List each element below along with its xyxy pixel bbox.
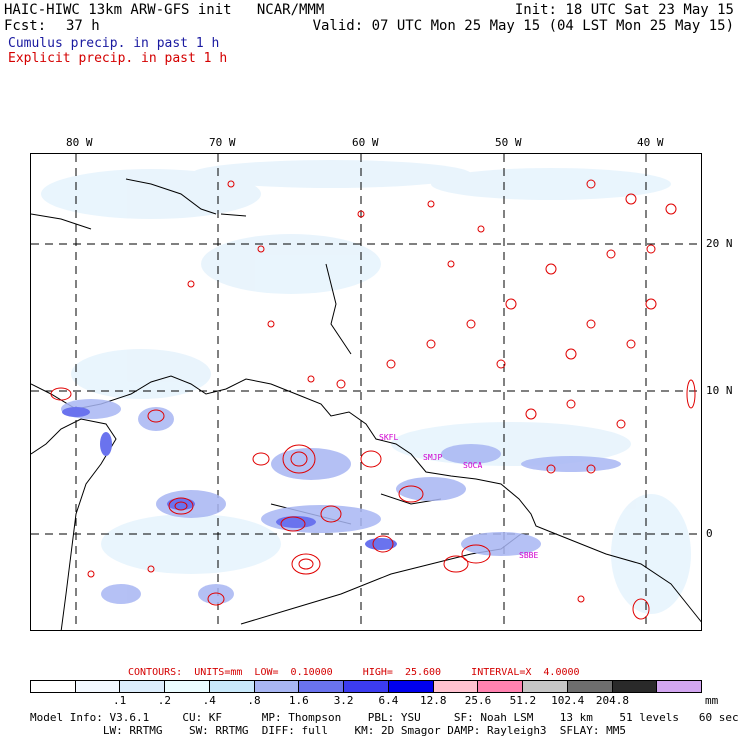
colorbar-segment xyxy=(344,681,389,692)
colorbar-tick-label: .1 xyxy=(113,694,127,707)
scattered-red-cells xyxy=(87,179,677,603)
colorbar-segment xyxy=(478,681,524,692)
colorbar-tick-label: 12.8 xyxy=(420,694,447,707)
colorbar-segment xyxy=(567,681,613,692)
colorbar-tick-label: 204.8 xyxy=(595,694,630,707)
colorbar-segment xyxy=(209,681,255,692)
model-info-line2: LW: RRTMG SW: RRTMG DIFF: full KM: 2D Sm… xyxy=(30,724,627,737)
colorbar-tick-label: 3.2 xyxy=(333,694,354,707)
station-skfl: SKFL xyxy=(379,433,399,442)
lon-label-70w: 70 W xyxy=(209,136,236,149)
colorbar-segment xyxy=(523,681,568,692)
lon-label-40w: 40 W xyxy=(637,136,664,149)
colorbar-unit: mm xyxy=(705,694,719,707)
forecast-label: Fcst: xyxy=(4,18,47,34)
colorbar-segment xyxy=(31,681,76,692)
colorbar-segment xyxy=(388,681,434,692)
station-sbbe: SBBE xyxy=(519,551,539,560)
init-time: Init: 18 UTC Sat 23 May 15 xyxy=(514,2,734,18)
colorbar-segment xyxy=(433,681,479,692)
colorbar-segment xyxy=(657,681,702,692)
lon-label-80w: 80 W xyxy=(66,136,93,149)
colorbar-segment xyxy=(299,681,345,692)
colorbar-tick-label: 102.4 xyxy=(551,694,585,707)
colorbar-tick-label: 6.4 xyxy=(378,694,399,707)
lon-label-50w: 50 W xyxy=(495,136,522,149)
colorbar-segment xyxy=(254,681,300,692)
station-smjp: SMJP xyxy=(423,453,443,462)
map-canvas xyxy=(31,154,701,630)
lat-label-0: 0 xyxy=(706,527,713,540)
colorbar-segment xyxy=(75,681,121,692)
valid-time: Valid: 07 UTC Mon 25 May 15 (04 LST Mon … xyxy=(312,18,734,34)
colorbar xyxy=(30,680,702,693)
colorbar-tick-label: 51.2 xyxy=(509,694,537,707)
colorbar-tick-label: .4 xyxy=(202,694,216,707)
explicit-legend: Explicit precip. in past 1 h xyxy=(8,51,228,66)
plot-title: HAIC-HIWC 13km ARW-GFS init NCAR/MMM xyxy=(4,2,325,18)
cumulus-legend: Cumulus precip. in past 1 h xyxy=(8,36,220,51)
colorbar-tick-label: .8 xyxy=(247,694,261,707)
model-info-line1: Model Info: V3.6.1 CU: KF MP: Thompson P… xyxy=(30,711,739,724)
lat-label-20n: 20 N xyxy=(706,237,733,250)
contour-info: CONTOURS: UNITS=mm LOW= 0.10000 HIGH= 25… xyxy=(128,667,580,678)
colorbar-tick-label: 25.6 xyxy=(464,694,492,707)
cumulus-precip-areas xyxy=(61,399,621,604)
lon-label-60w: 60 W xyxy=(352,136,379,149)
light-precip-shading xyxy=(41,160,691,614)
explicit-precip-contours xyxy=(50,379,696,620)
lat-label-10n: 10 N xyxy=(706,384,733,397)
colorbar-tick-label: 1.6 xyxy=(288,694,309,707)
station-soca: SOCA xyxy=(463,461,483,470)
colorbar-segment xyxy=(165,681,210,692)
precip-map: SKFL SMJP SOCA SBBE xyxy=(30,153,702,631)
colorbar-tick-label: .2 xyxy=(157,694,172,707)
colorbar-segment xyxy=(612,681,658,692)
colorbar-segment xyxy=(120,681,166,692)
forecast-hour: 37 h xyxy=(66,18,100,34)
